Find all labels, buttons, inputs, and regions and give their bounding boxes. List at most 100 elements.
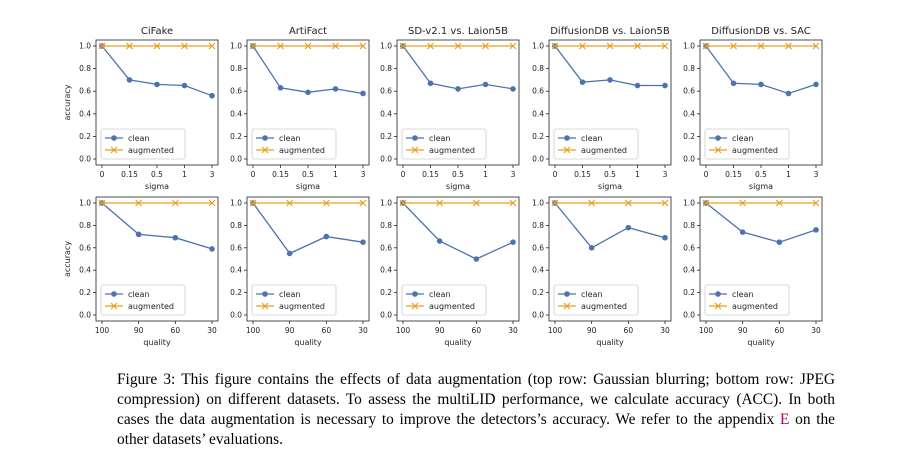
legend-marker-augmented bbox=[261, 146, 269, 154]
legend-label-clean: clean bbox=[429, 290, 451, 299]
data-point-clean bbox=[154, 81, 160, 88]
figure-grid: CiFake 0.0 0.2 0.4 0.6 0.8 1.0 accuracy 0 0.15 0.5… bbox=[63, 26, 823, 347]
data-point-clean bbox=[776, 239, 783, 245]
legend-box bbox=[704, 128, 790, 160]
y-tick-label: 0.4 bbox=[683, 109, 695, 118]
data-point-augmented bbox=[359, 199, 367, 207]
legend-marker-clean bbox=[715, 135, 721, 141]
x-tick-label: 60 bbox=[624, 326, 634, 335]
data-point-augmented bbox=[436, 199, 444, 207]
y-tick-label: 0.4 bbox=[380, 266, 392, 275]
x-tick-label: 90 bbox=[587, 326, 597, 335]
y-tick-label: 1.0 bbox=[532, 199, 544, 208]
x-tick-label: 30 bbox=[660, 326, 670, 335]
caption-text-after: on the other datasets’ evaluations. bbox=[117, 411, 835, 448]
y-tick-label: 1.0 bbox=[79, 199, 91, 208]
data-point-augmented bbox=[812, 42, 820, 50]
subplot-1: CiFake 0.0 0.2 0.4 0.6 0.8 1.0 accuracy 0 0.15 0.5… bbox=[63, 26, 219, 191]
appendix-reference-link[interactable]: E bbox=[780, 411, 790, 428]
x-tick-label: 0 bbox=[401, 170, 406, 179]
x-tick-label: 0 bbox=[553, 170, 558, 179]
data-point-augmented bbox=[551, 199, 559, 207]
x-tick-label: 60 bbox=[322, 326, 332, 335]
x-tick-label: 3 bbox=[511, 170, 516, 179]
y-tick-label: 0.6 bbox=[380, 87, 392, 96]
data-point-clean bbox=[662, 234, 668, 241]
x-tick-label: 90 bbox=[285, 326, 295, 335]
x-axis-label: sigma bbox=[145, 182, 169, 191]
legend-label-clean: clean bbox=[581, 134, 603, 143]
y-tick-label: 0.6 bbox=[532, 243, 544, 252]
y-tick-label: 0.2 bbox=[683, 288, 695, 297]
caption-text-before: Figure 3: This figure contains the effec… bbox=[117, 371, 835, 428]
y-tick-label: 0.2 bbox=[380, 132, 392, 141]
x-tick-label: 100 bbox=[246, 326, 261, 335]
x-tick-label: 3 bbox=[663, 170, 668, 179]
y-tick-label: 0.6 bbox=[79, 243, 91, 252]
legend-label-clean: clean bbox=[279, 134, 301, 143]
legend-marker-clean bbox=[111, 291, 117, 297]
x-tick-label: 0 bbox=[251, 170, 256, 179]
x-tick-label: 100 bbox=[548, 326, 563, 335]
y-tick-label: 1.0 bbox=[380, 199, 392, 208]
y-tick-label: 0.4 bbox=[532, 109, 544, 118]
data-point-augmented bbox=[98, 42, 106, 50]
x-axis-label: quality bbox=[444, 338, 472, 347]
legend-label-augmented: augmented bbox=[128, 302, 174, 311]
data-point-augmented bbox=[579, 42, 586, 50]
y-tick-label: 0.8 bbox=[532, 221, 544, 230]
figure-caption: Figure 3: This figure contains the effec… bbox=[117, 370, 835, 450]
data-point-clean bbox=[455, 86, 461, 92]
data-point-clean bbox=[126, 77, 133, 83]
y-tick-label: 0.0 bbox=[230, 311, 242, 320]
x-tick-label: 0.5 bbox=[151, 170, 163, 179]
data-point-augmented bbox=[181, 42, 188, 50]
legend-marker-augmented bbox=[261, 302, 269, 310]
x-tick-label: 0.15 bbox=[574, 170, 591, 179]
legend-label-augmented: augmented bbox=[581, 302, 627, 311]
y-tick-label: 0.2 bbox=[230, 288, 242, 297]
data-point-clean bbox=[172, 234, 179, 241]
x-tick-label: 30 bbox=[508, 326, 518, 335]
data-point-clean bbox=[579, 79, 586, 85]
x-tick-label: 0.15 bbox=[272, 170, 289, 179]
y-tick-label: 0.0 bbox=[380, 311, 392, 320]
data-point-clean bbox=[360, 90, 366, 97]
y-tick-label: 0.6 bbox=[683, 87, 695, 96]
x-tick-label: 0 bbox=[704, 170, 709, 179]
data-point-augmented bbox=[509, 199, 517, 207]
data-point-clean bbox=[209, 92, 215, 99]
y-tick-label: 0.8 bbox=[683, 64, 695, 73]
x-tick-label: 3 bbox=[210, 170, 215, 179]
subplot-title: DiffusionDB vs. SAC bbox=[711, 26, 811, 37]
data-point-augmented bbox=[634, 42, 641, 50]
series-line-clean bbox=[252, 202, 364, 255]
axes-frame bbox=[396, 196, 520, 322]
data-point-clean bbox=[286, 250, 293, 257]
legend-label-clean: clean bbox=[128, 290, 150, 299]
subplot-3: SD-v2.1 vs. Laion5B 0.0 0.2 0.4 0.6 0.8 1.0 0 0.… bbox=[380, 26, 520, 191]
legend-marker-augmented bbox=[563, 146, 571, 154]
series-line-clean bbox=[101, 202, 213, 250]
legend-label-augmented: augmented bbox=[128, 146, 174, 155]
x-tick-label: 0.5 bbox=[604, 170, 616, 179]
subplot-6: 0.0 0.2 0.4 0.6 0.8 1.0 accuracy 100 90 60 30 quali… bbox=[63, 196, 219, 347]
y-tick-label: 1.0 bbox=[380, 42, 392, 51]
legend-marker-clean bbox=[564, 135, 570, 141]
data-point-clean bbox=[436, 238, 443, 244]
data-point-augmented bbox=[588, 199, 596, 207]
x-tick-label: 30 bbox=[358, 326, 368, 335]
series-line-clean bbox=[101, 45, 213, 97]
x-tick-label: 30 bbox=[207, 326, 217, 335]
y-tick-label: 1.0 bbox=[532, 42, 544, 51]
data-point-clean bbox=[277, 85, 284, 91]
legend-label-augmented: augmented bbox=[429, 302, 475, 311]
legend-marker-clean bbox=[262, 135, 268, 141]
y-tick-label: 1.0 bbox=[79, 42, 91, 51]
y-tick-label: 1.0 bbox=[230, 199, 242, 208]
data-point-clean bbox=[662, 82, 668, 89]
data-point-clean bbox=[588, 245, 595, 251]
data-point-augmented bbox=[399, 42, 407, 50]
legend-marker-augmented bbox=[411, 302, 419, 310]
legend-label-augmented: augmented bbox=[279, 146, 325, 155]
